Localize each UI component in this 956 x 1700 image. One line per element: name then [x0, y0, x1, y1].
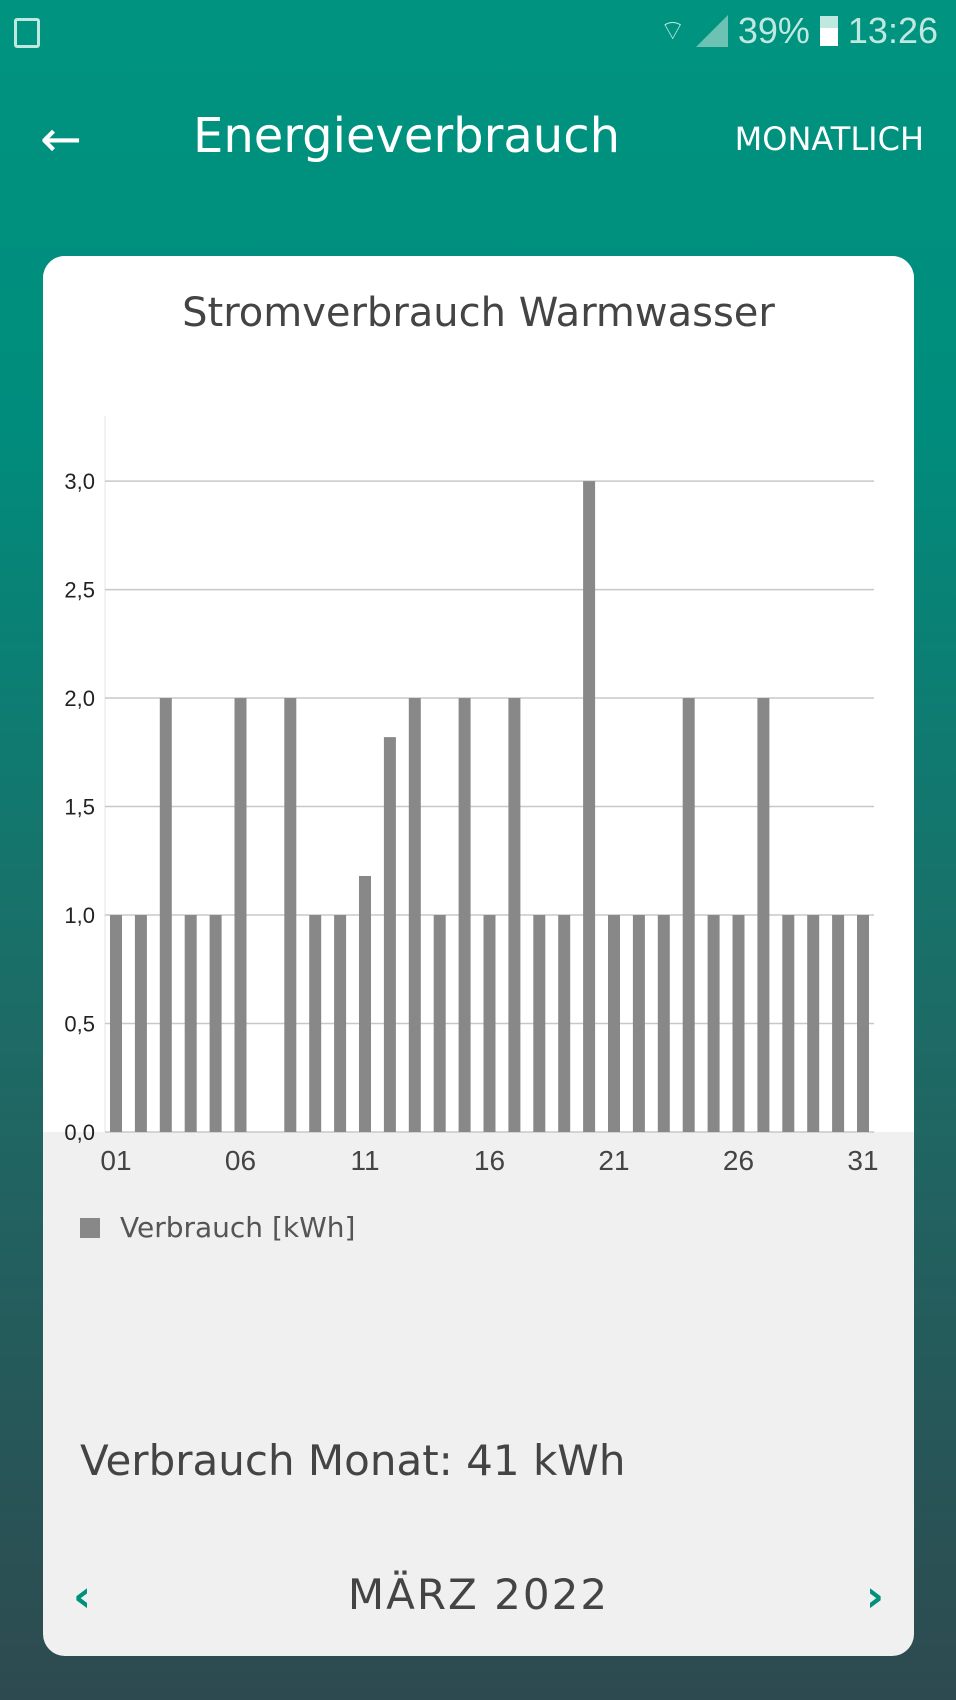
x-tick-label: 21	[598, 1145, 629, 1176]
month-navigator: ‹ MÄRZ 2022 ›	[43, 1566, 914, 1636]
bar-day-30	[832, 915, 845, 1132]
x-tick-label: 16	[474, 1145, 505, 1176]
bar-day-13	[408, 698, 421, 1132]
wifi-icon: ⌔	[659, 14, 686, 46]
page-title: Energieverbrauch	[193, 108, 621, 164]
chart-title: Stromverbrauch Warmwasser	[182, 290, 775, 336]
x-tick-label: 31	[847, 1145, 878, 1176]
y-tick-label: 1,5	[64, 795, 95, 820]
bar-day-05	[209, 915, 222, 1132]
clock: 13:26	[847, 10, 938, 51]
gallery-icon	[14, 18, 40, 48]
y-tick-label: 3,0	[64, 469, 95, 494]
bar-day-15	[458, 698, 471, 1132]
status-bar: ⌔ 39% 13:26	[0, 0, 956, 70]
monthly-total: Verbrauch Monat: 41 kWh	[80, 1436, 626, 1485]
bar-day-23	[657, 915, 670, 1132]
bar-day-21	[608, 915, 620, 1132]
current-month: MÄRZ 2022	[347, 1570, 610, 1619]
x-tick-label: 26	[723, 1145, 754, 1176]
bar-day-28	[782, 915, 795, 1132]
bar-day-29	[807, 915, 820, 1132]
chevron-right-icon[interactable]: ›	[865, 1571, 884, 1622]
bar-day-11	[359, 875, 371, 1132]
legend-swatch	[80, 1217, 100, 1238]
bar-day-20	[583, 481, 596, 1132]
battery-percent: 39%	[737, 10, 810, 51]
signal-icon	[695, 15, 728, 47]
bar-day-08	[284, 698, 297, 1132]
chart-legend: Verbrauch [kWh]	[80, 1211, 355, 1244]
bar-day-09	[309, 915, 322, 1132]
x-tick-label: 01	[100, 1145, 131, 1176]
y-tick-label: 2,5	[64, 578, 95, 603]
bar-day-22	[632, 915, 645, 1132]
legend-label: Verbrauch [kWh]	[120, 1211, 356, 1244]
chart-card: Stromverbrauch Warmwasser 0,0 0,5 1,0 1,5 2,…	[43, 256, 914, 1656]
y-tick-label: 2,0	[64, 686, 95, 711]
x-tick-label: 06	[225, 1145, 256, 1176]
bar-chart: 0,0 0,5 1,0 1,5 2,0 2,5 3,0 01 06 11 16 21 26 31	[64, 416, 879, 1176]
bar-day-02	[134, 915, 147, 1132]
bar-day-26	[732, 915, 745, 1132]
bar-day-12	[383, 737, 396, 1132]
bar-day-01	[110, 915, 122, 1132]
bar-day-16	[483, 915, 496, 1132]
bar-day-24	[682, 698, 695, 1132]
bar-day-17	[508, 698, 521, 1132]
app-bar: ← Energieverbrauch MONATLICH	[0, 100, 956, 180]
bar-day-31	[857, 915, 869, 1132]
arrow-left-icon[interactable]: ←	[40, 110, 82, 168]
chevron-left-icon[interactable]: ‹	[73, 1571, 92, 1622]
bar-day-03	[159, 698, 172, 1132]
bar-day-04	[184, 915, 197, 1132]
period-mode-button[interactable]: MONATLICH	[734, 120, 924, 158]
bar-day-18	[533, 915, 546, 1132]
y-tick-label: 0,5	[64, 1012, 95, 1037]
bar-day-06	[234, 698, 247, 1132]
bar-day-19	[558, 915, 571, 1132]
bar-day-10	[334, 915, 347, 1132]
bar-day-14	[433, 915, 446, 1132]
bar-day-25	[707, 915, 720, 1132]
battery-icon	[819, 16, 838, 46]
y-tick-label: 0,0	[64, 1120, 95, 1145]
bar-day-27	[757, 698, 770, 1132]
y-tick-label: 1,0	[64, 903, 95, 928]
x-tick-label: 11	[350, 1145, 379, 1176]
